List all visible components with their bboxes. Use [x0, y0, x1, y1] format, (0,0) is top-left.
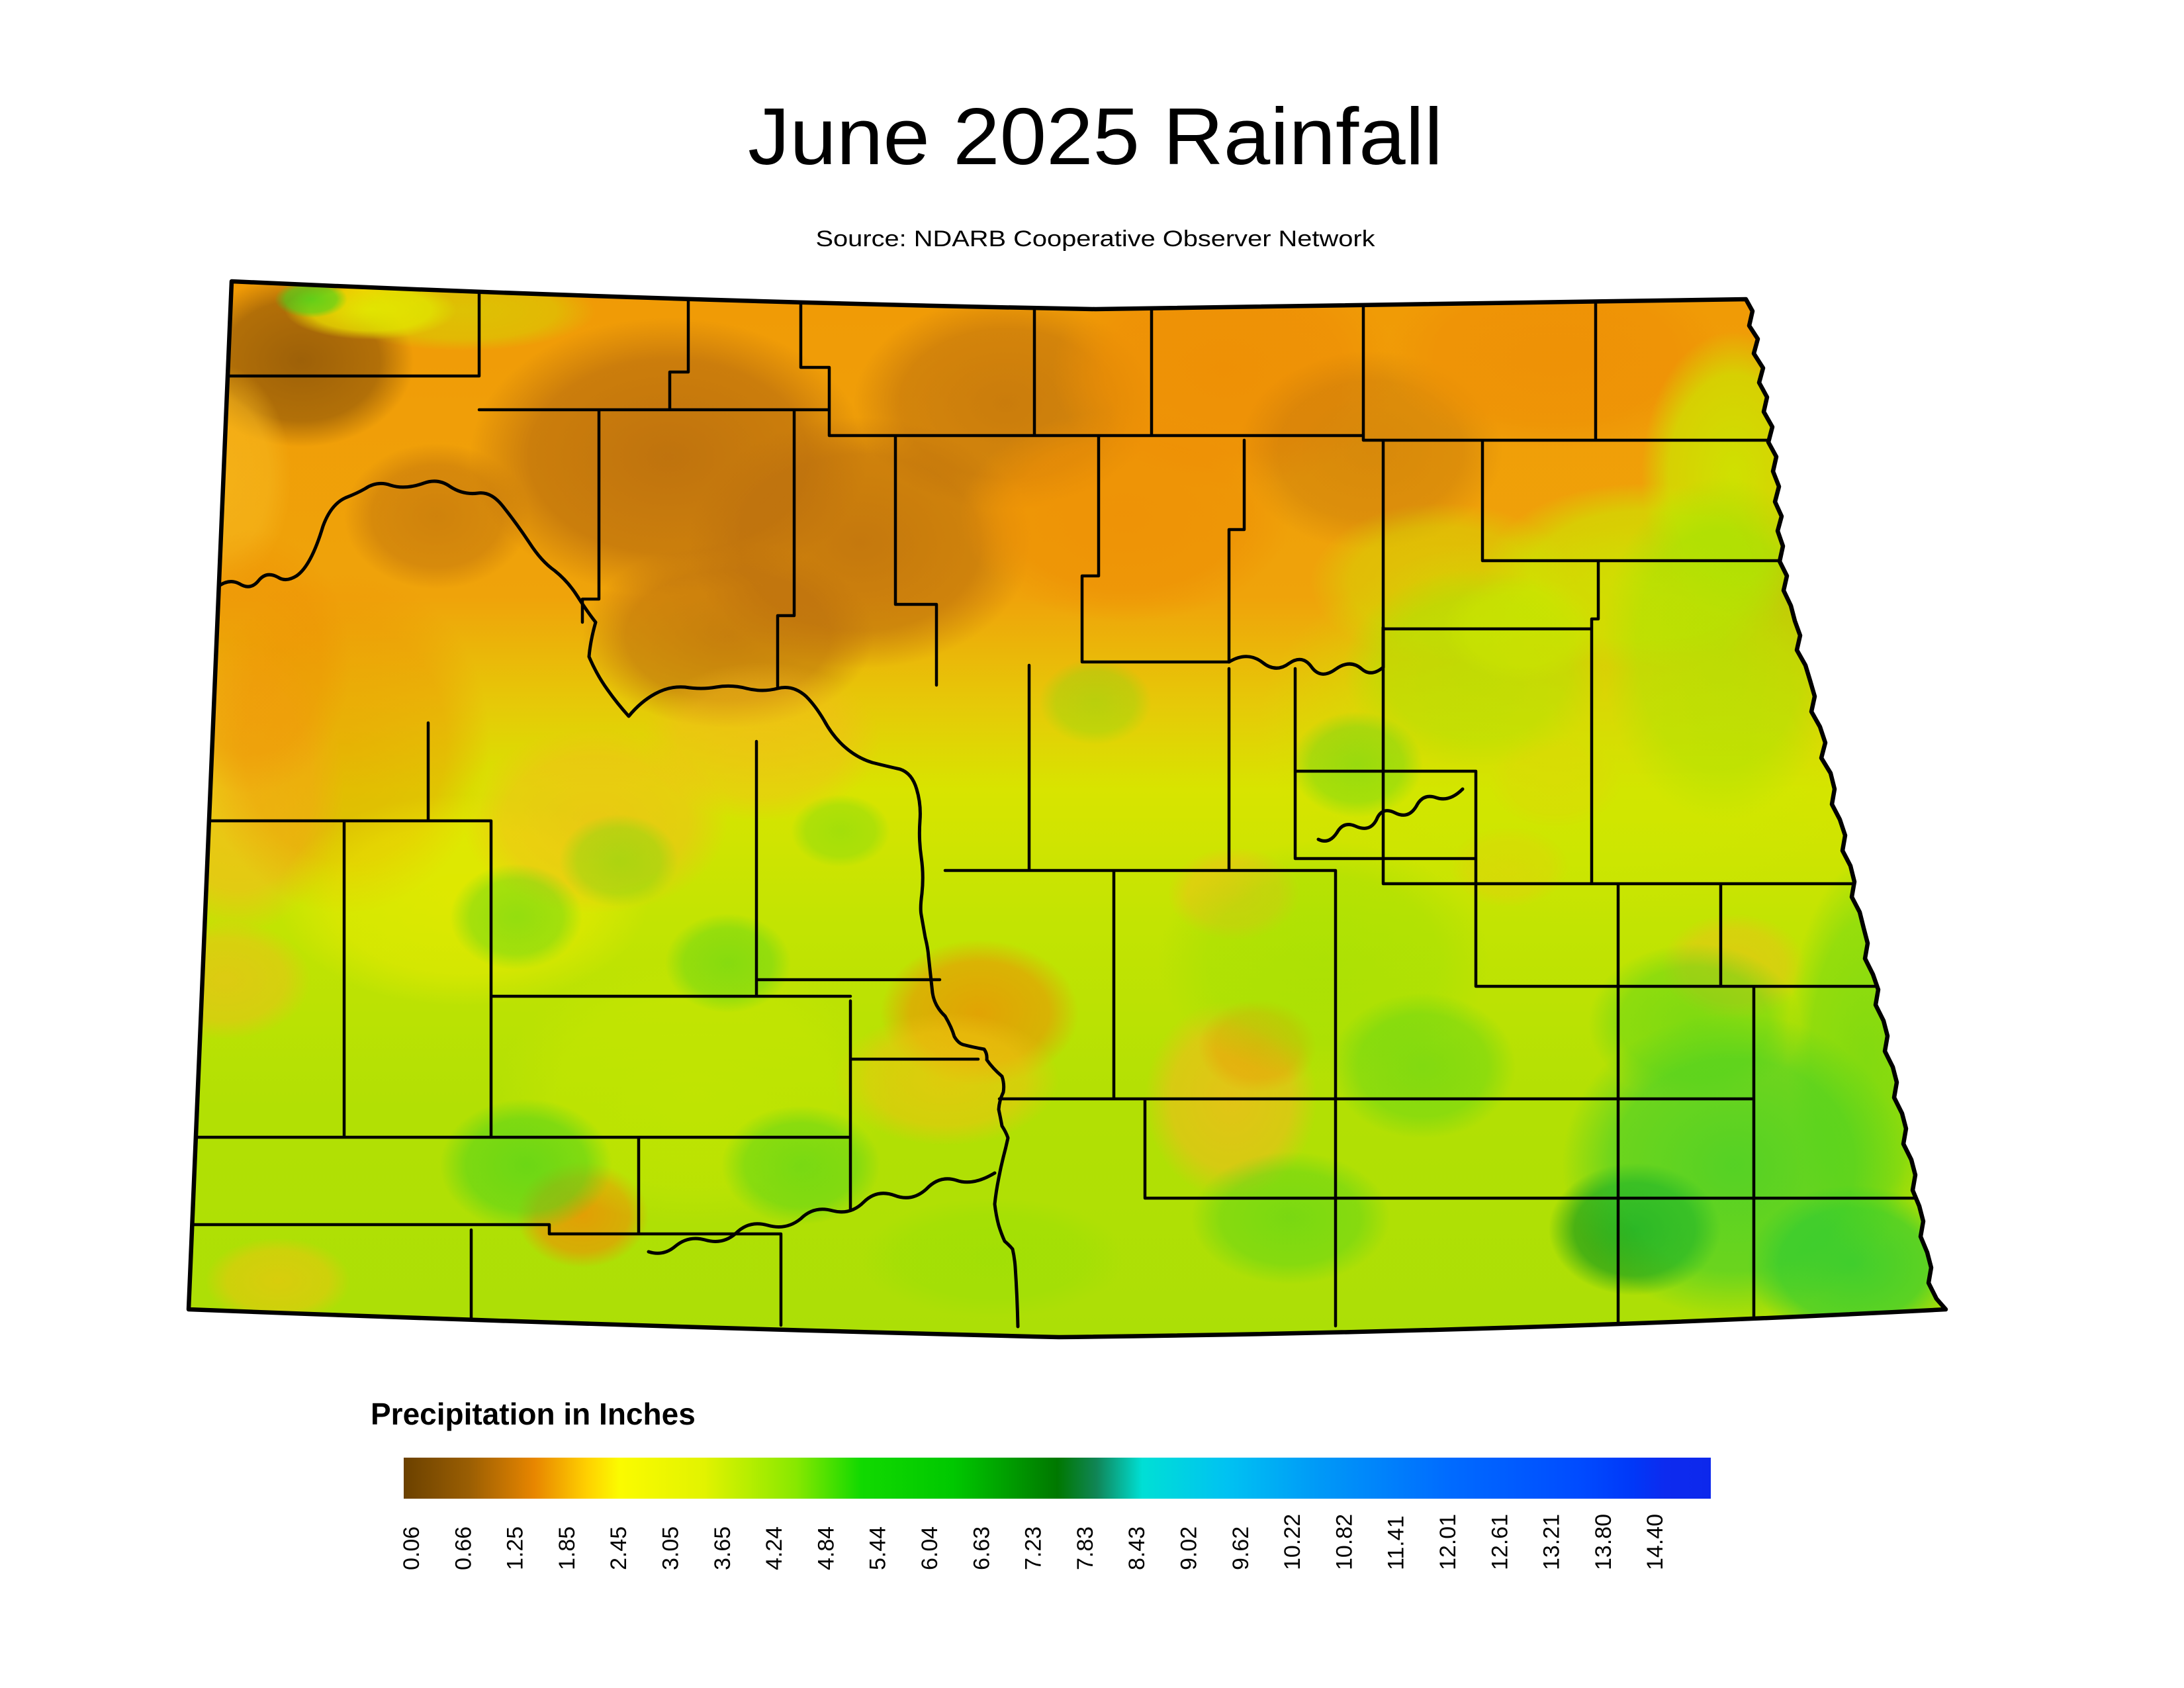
legend-tick-label: 10.82: [1332, 1514, 1357, 1570]
legend-tick-label: 6.63: [969, 1526, 994, 1570]
legend-title: Precipitation in Inches: [371, 1397, 696, 1431]
county-boundaries: [190, 284, 1934, 1328]
legend-tick-label: 5.44: [866, 1526, 891, 1570]
page-title: June 2025 Rainfall: [748, 91, 1443, 181]
legend-tick-label: 3.05: [659, 1526, 684, 1570]
legend-tick-label: 7.83: [1073, 1526, 1098, 1570]
north-dakota-map: [186, 279, 1948, 1340]
legend-tick-label: 1.25: [503, 1526, 528, 1570]
legend-tick-label: 12.61: [1487, 1514, 1512, 1570]
cannonball-river: [647, 1171, 997, 1255]
legend-tick-label: 13.80: [1591, 1514, 1616, 1570]
legend-tick-label: 12.01: [1435, 1514, 1461, 1570]
state-border: [186, 279, 1948, 1340]
legend-tick-label: 9.62: [1228, 1526, 1253, 1570]
legend-tick-labels: 0.06 0.66 1.25 1.85 2.45 3.05 3.65 4.24 4.84 5.44…: [399, 1514, 1668, 1570]
legend-tick-label: 14.40: [1643, 1514, 1668, 1570]
legend-tick-label: 4.84: [813, 1526, 839, 1570]
legend-tick-label: 1.85: [555, 1526, 580, 1570]
legend-tick-label: 4.24: [762, 1526, 787, 1570]
legend-tick-label: 6.04: [917, 1526, 942, 1570]
legend-tick-label: 7.23: [1021, 1526, 1046, 1570]
rainfall-surface: [189, 281, 1946, 1337]
legend-tick-label: 11.41: [1384, 1515, 1409, 1570]
legend-tick-label: 8.43: [1124, 1526, 1150, 1570]
sheyenne-river: [1316, 787, 1465, 843]
legend: Precipitation in Inches 0.06 0.66 1.25 1.85…: [371, 1397, 1711, 1570]
legend-colorbar: [404, 1458, 1711, 1499]
legend-tick-label: 2.45: [606, 1526, 631, 1570]
legend-tick-label: 3.65: [710, 1526, 735, 1570]
legend-tick-label: 0.06: [399, 1526, 424, 1570]
legend-tick-label: 0.66: [451, 1526, 476, 1570]
source-subtitle: Source: NDARB Cooperative Observer Netwo…: [816, 226, 1376, 252]
legend-tick-label: 10.22: [1280, 1514, 1305, 1570]
devils-lake-shore: [1227, 626, 1385, 676]
legend-tick-label: 13.21: [1539, 1514, 1565, 1570]
legend-tick-label: 9.02: [1177, 1526, 1202, 1570]
missouri-river: [206, 479, 1020, 1329]
